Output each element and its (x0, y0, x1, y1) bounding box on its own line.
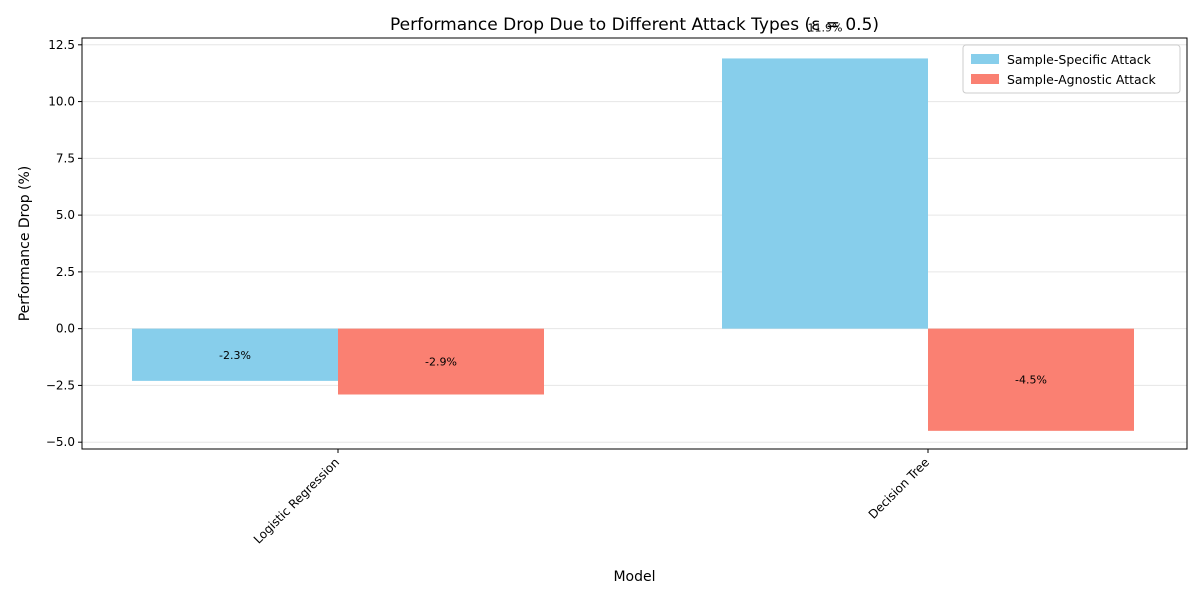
bar (338, 328, 544, 395)
y-tick-label: 7.5 (56, 151, 75, 165)
bar (132, 328, 338, 381)
data-label: -4.5% (1015, 374, 1047, 387)
data-label: -2.9% (425, 356, 457, 369)
legend-label: Sample-Specific Attack (1007, 52, 1152, 67)
legend-swatch (971, 74, 999, 84)
y-tick-label: 10.0 (48, 95, 75, 109)
data-label: 11.9% (808, 21, 843, 34)
bar (722, 58, 928, 329)
y-tick-label: 2.5 (56, 265, 75, 279)
y-tick-label: 0.0 (56, 322, 75, 336)
y-tick-label: 5.0 (56, 208, 75, 222)
y-tick-label: −2.5 (46, 378, 75, 392)
data-label: -2.3% (219, 349, 251, 362)
chart-title: Performance Drop Due to Different Attack… (390, 15, 879, 35)
bar (928, 328, 1134, 431)
y-axis: −5.0 −2.5 0.0 2.5 5.0 7.5 10.0 12.5 (46, 38, 82, 449)
bars (132, 58, 1134, 431)
legend: Sample-Specific Attack Sample-Agnostic At… (962, 44, 1181, 94)
y-tick-label: 12.5 (48, 38, 75, 52)
legend-label: Sample-Agnostic Attack (1007, 72, 1157, 87)
plot-frame (81, 37, 1188, 450)
x-axis-title: Model (613, 569, 655, 585)
legend-swatch (971, 54, 999, 64)
y-tick-label: −5.0 (46, 435, 75, 449)
legend-box (962, 44, 1181, 94)
data-labels: -2.3% 11.9% -2.9% -4.5% (219, 21, 1047, 386)
y-axis-title: Performance Drop (%) (17, 166, 33, 322)
